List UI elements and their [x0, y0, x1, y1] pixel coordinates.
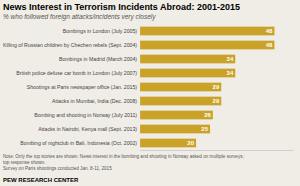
- note: top response shown.: [3, 160, 45, 165]
- bar: [140, 139, 196, 148]
- bar: [140, 125, 210, 134]
- y-tick-label: Killing of Russian children by Chechen r…: [3, 42, 137, 48]
- bar: [140, 97, 221, 106]
- data-label: 34: [227, 56, 234, 62]
- y-tick-label: Bombings in London (July 2005): [63, 28, 138, 34]
- bars: [140, 27, 274, 148]
- y-tick-label: Shootings at Paris newspaper office (Jan…: [27, 84, 138, 90]
- data-label: 25: [201, 126, 208, 132]
- bar: [140, 69, 235, 78]
- note: Note: Only the top stories are shown. Ne…: [3, 154, 244, 159]
- y-tick-label: Bombing of nightclub in Bali, Indonesia …: [20, 140, 137, 146]
- title: News Interest in Terrorism Incidents Abr…: [3, 2, 240, 12]
- subtitle: % who followed foreign attacks/incidents…: [3, 13, 156, 21]
- footer: PEW RESEARCH CENTER: [3, 177, 79, 183]
- background: [0, 0, 300, 186]
- data-label: 48: [266, 28, 273, 34]
- data-label: 34: [227, 70, 234, 76]
- y-tick-label: Attacks in Mumbai, India (Dec. 2008): [52, 98, 137, 104]
- y-tick-label: British police defuse car bomb in London…: [16, 70, 137, 76]
- data-label: 20: [187, 140, 194, 146]
- y-tick-label: Bombings in Madrid (March 2004): [59, 56, 137, 62]
- y-tick-label: Bombing and shooting in Norway (July 201…: [34, 112, 137, 118]
- data-label: 29: [213, 98, 220, 104]
- bar: [140, 55, 235, 64]
- data-label: 29: [213, 84, 220, 90]
- x-axis-line: [140, 150, 294, 151]
- bar: [140, 83, 221, 92]
- data-label: 48: [266, 42, 273, 48]
- y-tick-label: Attacks in Nairobi, Kenya mall (Sept. 20…: [38, 126, 137, 132]
- note: Survey on Paris shootings conducted Jan.…: [3, 166, 112, 171]
- bar: [140, 41, 274, 50]
- data-label: 26: [204, 112, 211, 118]
- chart: News Interest in Terrorism Incidents Abr…: [0, 0, 300, 186]
- bar: [140, 27, 274, 36]
- bar: [140, 111, 213, 120]
